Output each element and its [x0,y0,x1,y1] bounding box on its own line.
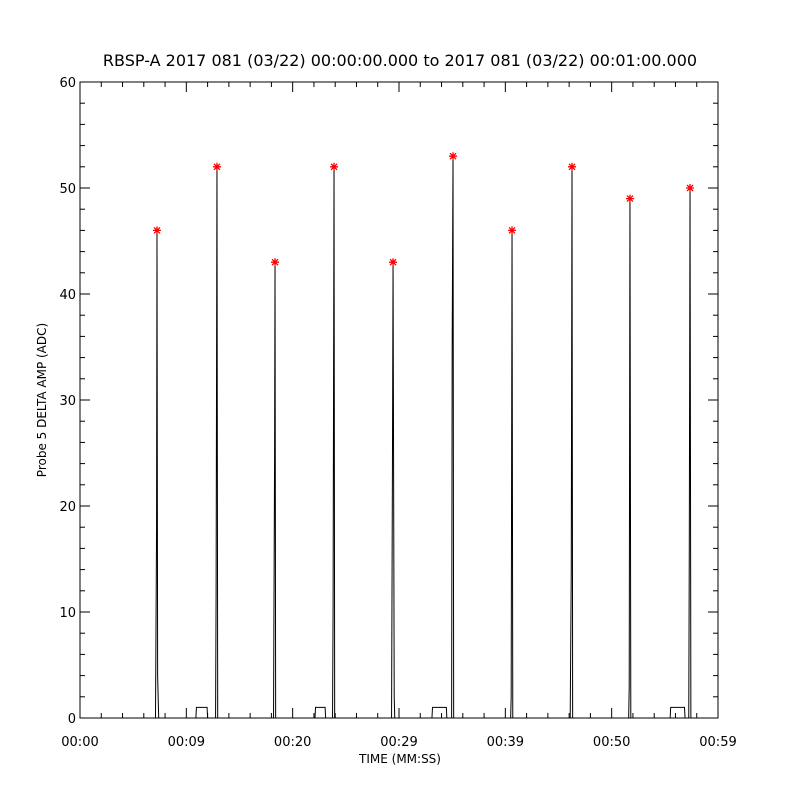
x-axis-label: TIME (MM:SS) [358,752,441,766]
y-axis-label: Probe 5 DELTA AMP (ADC) [35,323,49,477]
data-line [80,156,718,719]
peak-marker [330,162,339,171]
peak-marker [449,152,458,161]
x-tick-label: 00:00 [61,735,98,750]
x-tick-label: 00:50 [593,735,630,750]
y-tick-label: 50 [59,182,76,197]
x-tick-label: 00:29 [380,735,417,750]
x-tick-label: 00:59 [699,735,736,750]
peak-marker [686,184,695,192]
y-tick-label: 60 [59,76,76,91]
peak-marker [271,258,280,267]
x-tick-label: 00:20 [274,735,311,750]
y-tick-label: 40 [59,288,76,303]
peak-marker [212,162,221,171]
peak-marker [389,258,398,267]
peak-marker [152,226,161,235]
chart-title: RBSP-A 2017 081 (03/22) 00:00:00.000 to … [103,51,697,70]
peak-marker [508,226,517,235]
y-tick-label: 30 [59,394,76,409]
x-tick-label: 00:09 [168,735,205,750]
peak-marker [568,162,577,171]
y-tick-label: 0 [68,712,76,727]
y-tick-label: 10 [59,606,76,621]
x-tick-label: 00:39 [487,735,524,750]
y-tick-label: 20 [59,500,76,515]
peak-marker [625,194,634,203]
